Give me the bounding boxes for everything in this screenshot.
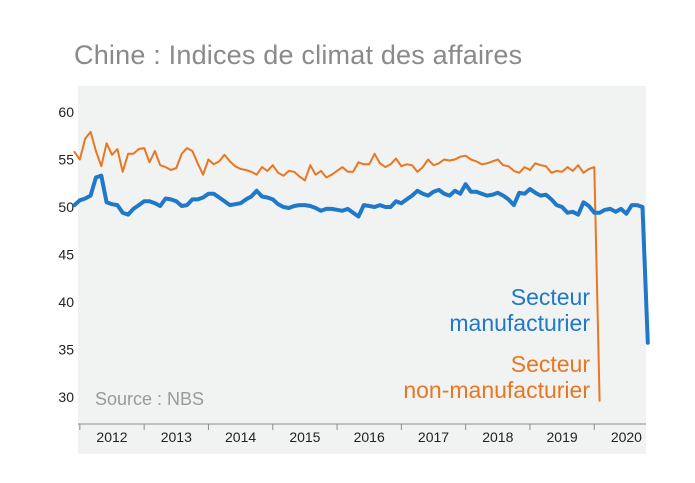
series-labels: Secteurnon-manufacturierSecteurmanufactu… (403, 284, 590, 403)
y-tick-label: 50 (58, 199, 74, 215)
series-label: Secteur (511, 284, 591, 310)
x-tick-label: 2014 (225, 429, 256, 445)
x-tick-label: 2013 (161, 429, 192, 445)
series-label: non-manufacturier (403, 377, 590, 403)
x-tick-label: 2017 (418, 429, 449, 445)
y-tick-label: 55 (58, 152, 74, 168)
series-label: Secteur (511, 351, 591, 377)
plot-background (78, 86, 646, 454)
x-tick-label: 2019 (547, 429, 578, 445)
y-tick-label: 60 (58, 104, 74, 120)
chart-title: Chine : Indices de climat des affaires (74, 40, 523, 70)
y-tick-label: 40 (58, 294, 74, 310)
y-tick-label: 35 (58, 342, 74, 358)
x-tick-label: 2015 (289, 429, 320, 445)
x-axis-ticks: 2012 2013 2014 2015 2016 2017 2018 2019 2020 (79, 424, 642, 445)
series-line (73, 130, 601, 402)
y-tick-label: 30 (58, 389, 74, 405)
series-lines (72, 130, 650, 402)
series-line (72, 173, 650, 345)
y-tick-label: 45 (58, 247, 74, 263)
x-tick-label: 2012 (96, 429, 127, 445)
source-note: Source : NBS (95, 389, 204, 409)
series-label: manufacturier (449, 310, 590, 336)
x-tick-label: 2018 (482, 429, 513, 445)
x-tick-label: 2016 (354, 429, 385, 445)
y-axis-ticks: 30 35 40 45 50 55 60 (58, 104, 74, 405)
x-tick-label: 2020 (611, 429, 642, 445)
